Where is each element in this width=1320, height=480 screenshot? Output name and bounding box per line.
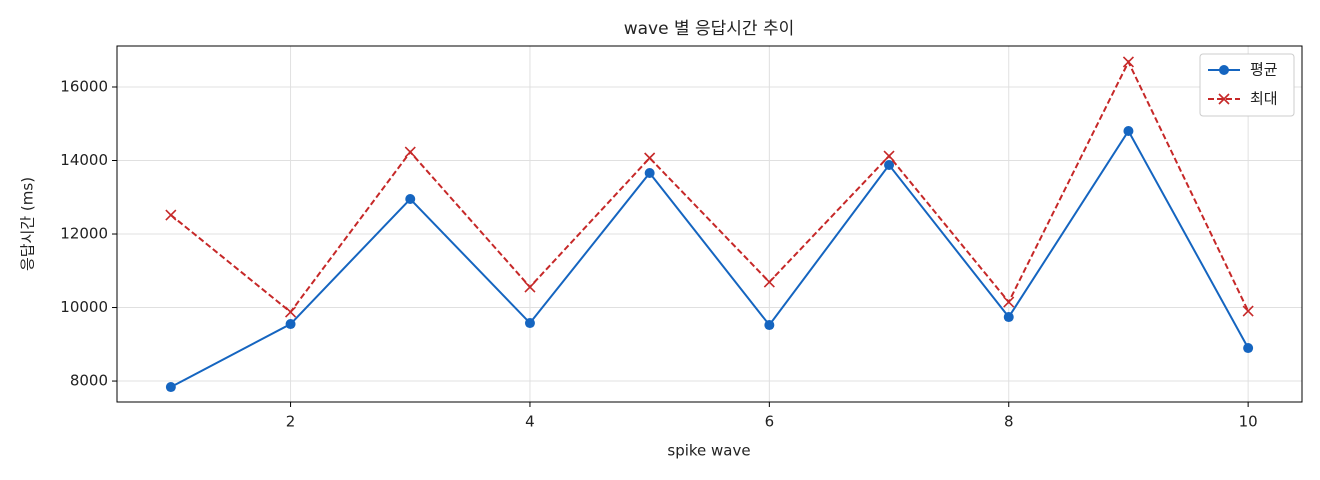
x-axis-label: spike wave	[667, 442, 750, 460]
y-tick-label: 12000	[60, 225, 108, 243]
marker	[1122, 56, 1135, 68]
marker	[524, 318, 535, 329]
legend-label: 평균	[1250, 61, 1278, 79]
y-tick-label: 10000	[60, 298, 108, 316]
y-tick-label: 8000	[70, 372, 108, 390]
x-tick-label: 6	[765, 413, 775, 431]
marker	[883, 150, 895, 162]
legend-label: 최대	[1250, 90, 1278, 108]
legend-box	[1199, 53, 1295, 117]
chart-title: wave 별 응답시간 추이	[624, 19, 795, 39]
marker	[1123, 125, 1134, 136]
y-tick-label: 14000	[60, 151, 108, 169]
x-tick-label: 10	[1239, 413, 1258, 431]
marker	[1003, 312, 1014, 323]
marker	[763, 276, 775, 288]
plot-frame	[116, 45, 1303, 403]
series-line	[170, 59, 1250, 314]
marker	[404, 146, 416, 158]
marker	[1003, 296, 1015, 308]
y-tick-label: 16000	[60, 77, 108, 95]
y-axis-label: 응답시간 (ms)	[19, 177, 37, 271]
x-tick-label: 8	[1004, 413, 1014, 431]
series-line	[170, 129, 1250, 388]
legend-marker	[1218, 93, 1230, 105]
x-tick-label: 2	[286, 413, 296, 431]
marker	[1243, 343, 1254, 354]
marker	[165, 209, 177, 221]
marker	[524, 281, 536, 293]
marker	[405, 194, 416, 205]
marker	[764, 320, 775, 331]
marker	[285, 319, 296, 330]
marker	[1242, 305, 1254, 317]
marker	[165, 382, 176, 393]
marker	[644, 152, 656, 164]
marker	[884, 159, 895, 170]
x-tick-label: 4	[525, 413, 535, 431]
marker	[644, 167, 655, 178]
legend-marker	[1219, 65, 1229, 75]
marker	[284, 306, 297, 318]
